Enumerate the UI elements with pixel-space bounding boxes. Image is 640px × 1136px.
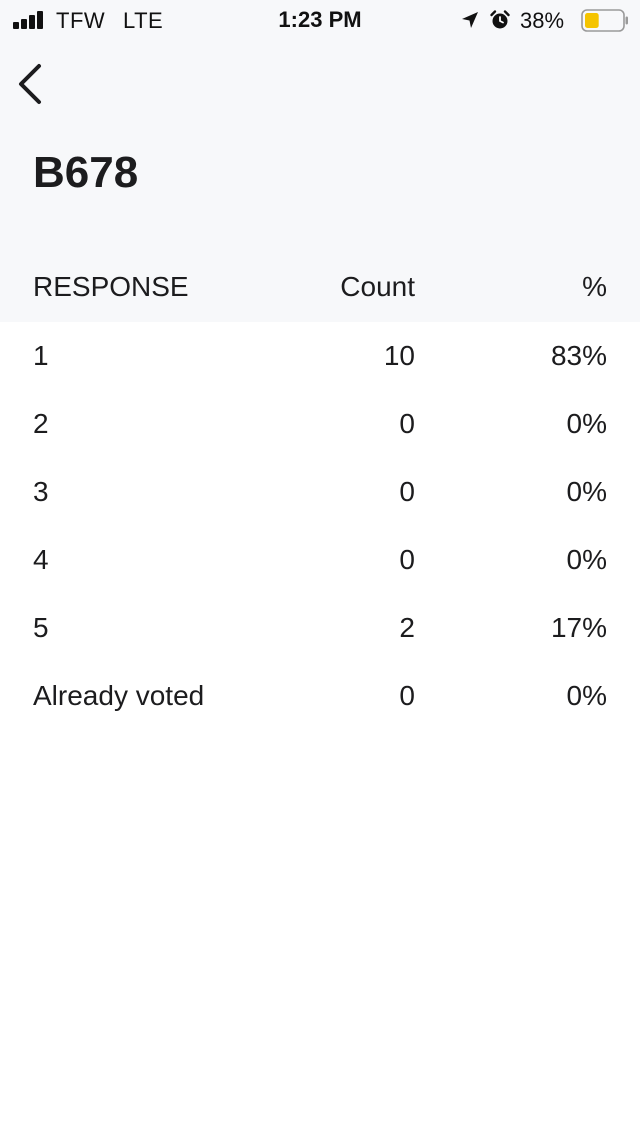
header-percent: % (582, 271, 607, 302)
table-row: 1 10 83% (0, 322, 640, 390)
row-response: 3 (33, 476, 49, 507)
table-row: 2 0 0% (0, 390, 640, 458)
row-percent: 17% (550, 612, 607, 643)
row-response: 5 (33, 612, 49, 643)
row-response: 2 (33, 408, 49, 439)
carrier-name: TFW (56, 8, 106, 33)
row-response: 1 (33, 340, 49, 371)
row-response: Already voted (33, 680, 205, 711)
location-arrow-icon (462, 12, 478, 28)
header-response: RESPONSE (33, 271, 189, 302)
row-count: 0 (399, 544, 415, 575)
row-response: 4 (33, 544, 49, 575)
header-count: Count (340, 271, 415, 302)
network-type: LTE (123, 8, 164, 33)
row-count: 10 (383, 340, 415, 371)
row-count: 0 (399, 476, 415, 507)
table-header: RESPONSE Count % (0, 258, 640, 322)
row-count: 0 (399, 408, 415, 439)
back-button[interactable] (10, 60, 54, 108)
status-time: 1:23 PM (278, 7, 362, 32)
page-title: B678 (33, 148, 139, 197)
battery-icon (581, 9, 628, 32)
table-row: 3 0 0% (0, 458, 640, 526)
chevron-left-icon (19, 64, 41, 104)
row-count: 0 (399, 680, 415, 711)
row-percent: 0% (566, 476, 607, 507)
row-percent: 83% (550, 340, 607, 371)
header-area (0, 0, 640, 322)
alarm-clock-icon (490, 10, 510, 29)
row-percent: 0% (566, 408, 607, 439)
battery-percent: 38% (520, 8, 565, 33)
row-percent: 0% (566, 544, 607, 575)
table-row: Already voted 0 0% (0, 662, 640, 730)
signal-bars-icon (13, 11, 47, 29)
row-percent: 0% (566, 680, 607, 711)
status-bar: TFW LTE 1:23 PM 38% (0, 0, 640, 40)
results-table: 1 10 83% 2 0 0% 3 0 0% 4 0 0% 5 2 17% Al… (0, 322, 640, 730)
row-count: 2 (399, 612, 415, 643)
table-row: 5 2 17% (0, 594, 640, 662)
table-row: 4 0 0% (0, 526, 640, 594)
